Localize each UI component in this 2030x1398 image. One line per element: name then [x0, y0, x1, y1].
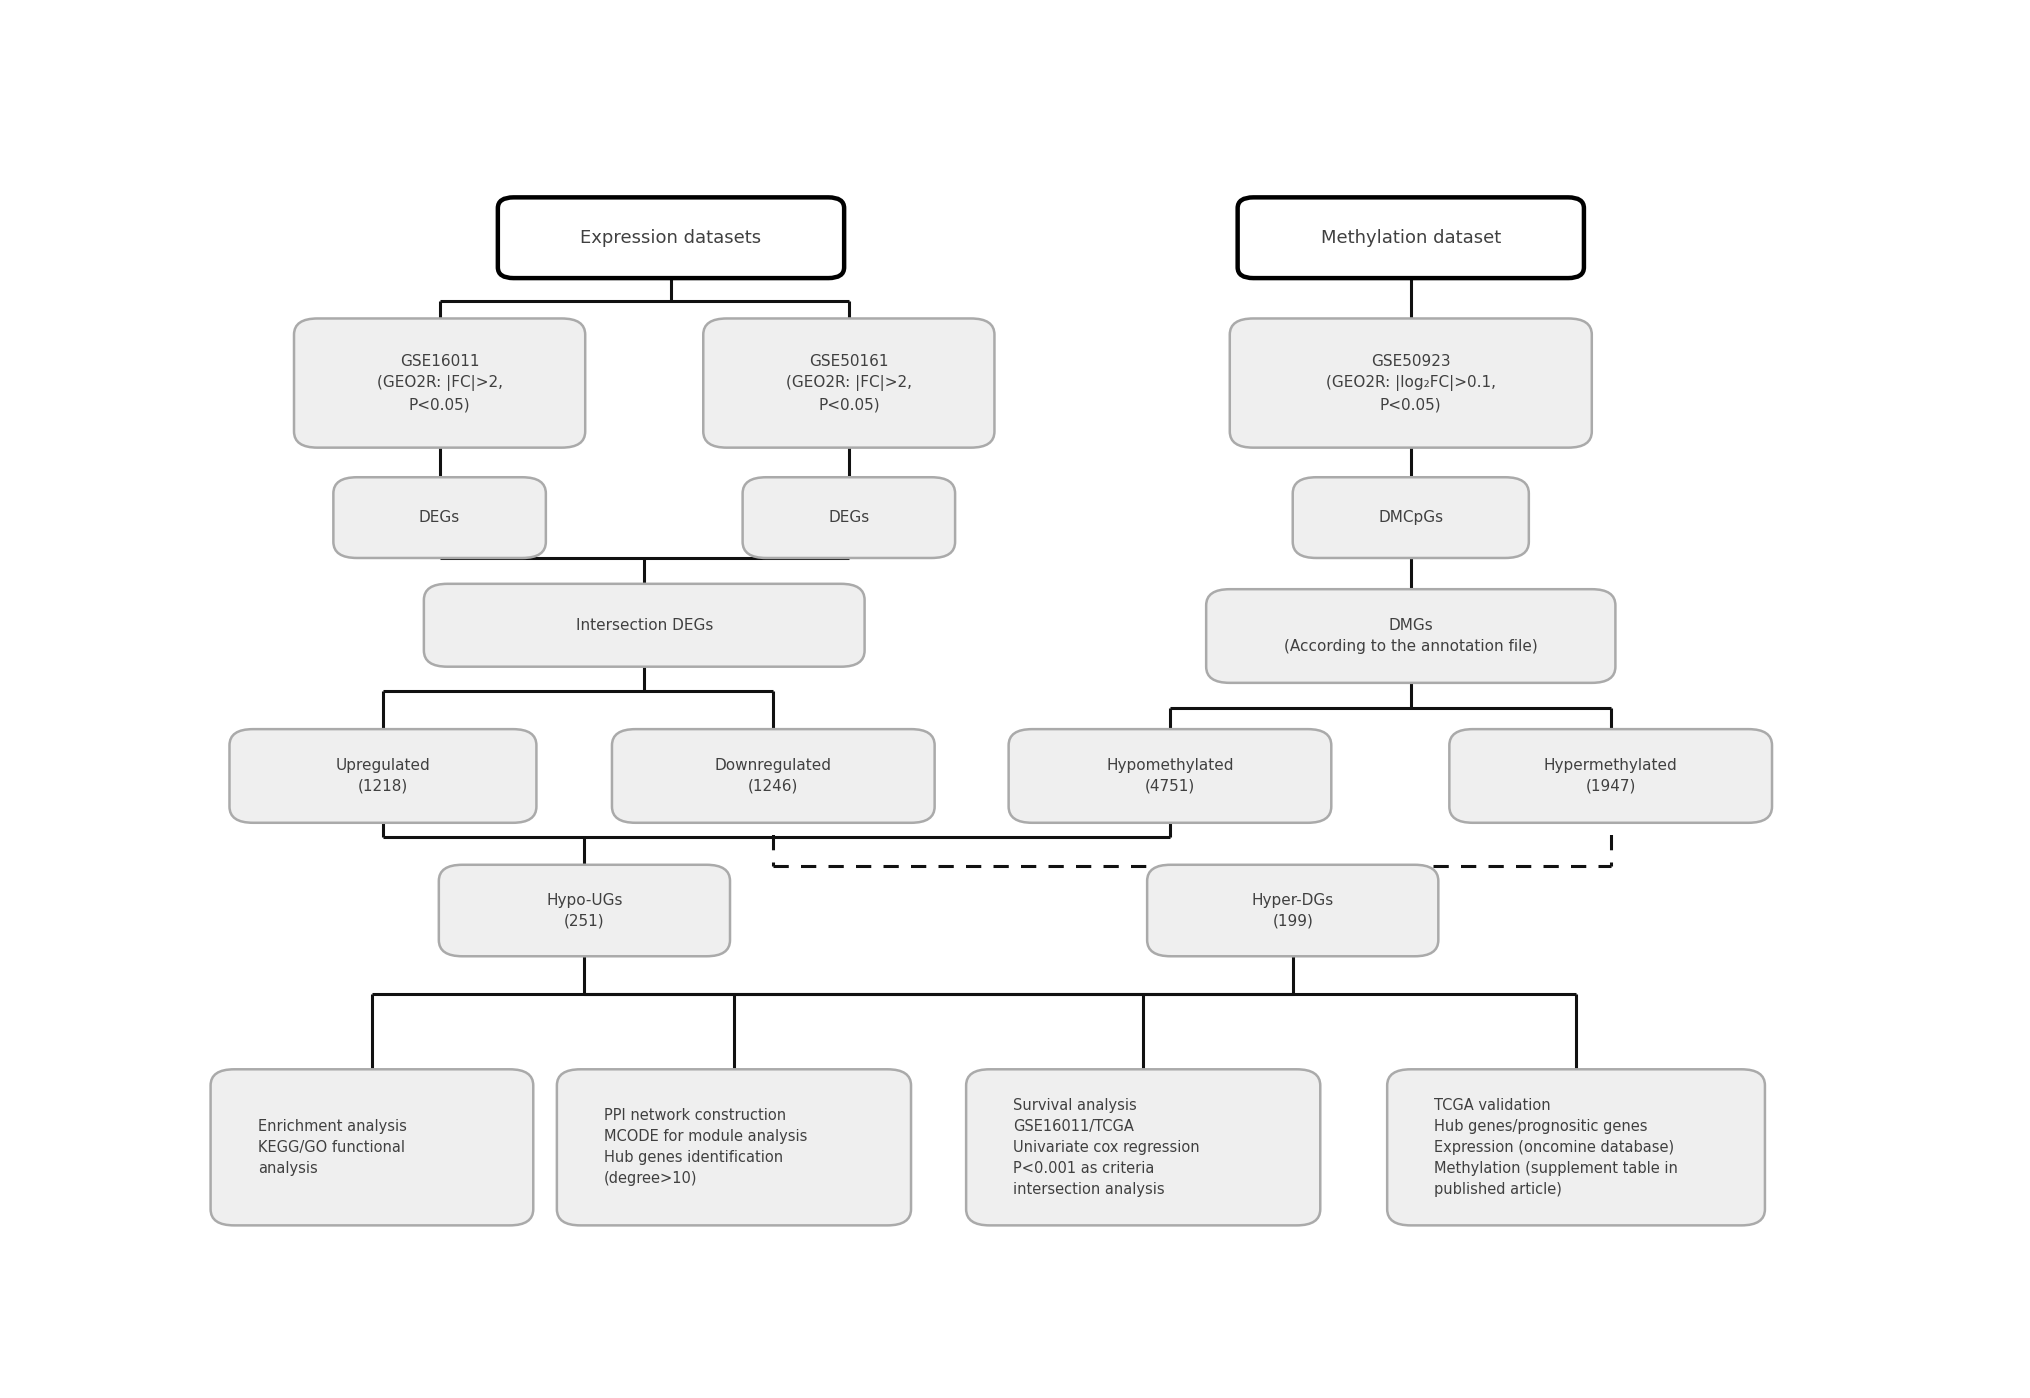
FancyBboxPatch shape — [211, 1069, 534, 1226]
Text: DMGs
(According to the annotation file): DMGs (According to the annotation file) — [1283, 618, 1537, 654]
Text: Hypo-UGs
(251): Hypo-UGs (251) — [546, 892, 623, 928]
FancyBboxPatch shape — [294, 319, 585, 447]
Text: Hyper-DGs
(199): Hyper-DGs (199) — [1250, 892, 1334, 928]
FancyBboxPatch shape — [1236, 197, 1583, 278]
FancyBboxPatch shape — [966, 1069, 1320, 1226]
FancyBboxPatch shape — [743, 477, 954, 558]
Text: Intersection DEGs: Intersection DEGs — [574, 618, 713, 633]
FancyBboxPatch shape — [1449, 730, 1770, 823]
FancyBboxPatch shape — [229, 730, 536, 823]
Text: Methylation dataset: Methylation dataset — [1320, 229, 1500, 246]
Text: Expression datasets: Expression datasets — [581, 229, 761, 246]
FancyBboxPatch shape — [497, 197, 844, 278]
FancyBboxPatch shape — [1386, 1069, 1764, 1226]
Text: Upregulated
(1218): Upregulated (1218) — [335, 758, 430, 794]
Text: PPI network construction
MCODE for module analysis
Hub genes identification
(deg: PPI network construction MCODE for modul… — [603, 1109, 808, 1187]
Text: DMCpGs: DMCpGs — [1378, 510, 1443, 526]
Text: Hypermethylated
(1947): Hypermethylated (1947) — [1543, 758, 1677, 794]
Text: GSE16011
(GEO2R: |FC|>2,
P<0.05): GSE16011 (GEO2R: |FC|>2, P<0.05) — [376, 354, 501, 412]
FancyBboxPatch shape — [611, 730, 934, 823]
Text: Downregulated
(1246): Downregulated (1246) — [715, 758, 832, 794]
FancyBboxPatch shape — [556, 1069, 911, 1226]
FancyBboxPatch shape — [1009, 730, 1330, 823]
FancyBboxPatch shape — [333, 477, 546, 558]
Text: GSE50161
(GEO2R: |FC|>2,
P<0.05): GSE50161 (GEO2R: |FC|>2, P<0.05) — [786, 354, 911, 412]
Text: TCGA validation
Hub genes/prognositic genes
Expression (oncomine database)
Methy: TCGA validation Hub genes/prognositic ge… — [1433, 1097, 1677, 1197]
FancyBboxPatch shape — [438, 865, 729, 956]
FancyBboxPatch shape — [702, 319, 995, 447]
Text: Survival analysis
GSE16011/TCGA
Univariate cox regression
P<0.001 as criteria
in: Survival analysis GSE16011/TCGA Univaria… — [1013, 1097, 1200, 1197]
Text: GSE50923
(GEO2R: |log₂FC|>0.1,
P<0.05): GSE50923 (GEO2R: |log₂FC|>0.1, P<0.05) — [1326, 354, 1494, 412]
Text: DEGs: DEGs — [418, 510, 461, 526]
FancyBboxPatch shape — [424, 584, 865, 667]
FancyBboxPatch shape — [1291, 477, 1529, 558]
Text: DEGs: DEGs — [828, 510, 869, 526]
Text: Enrichment analysis
KEGG/GO functional
analysis: Enrichment analysis KEGG/GO functional a… — [258, 1118, 406, 1176]
FancyBboxPatch shape — [1228, 319, 1592, 447]
FancyBboxPatch shape — [1206, 589, 1614, 682]
FancyBboxPatch shape — [1147, 865, 1437, 956]
Text: Hypomethylated
(4751): Hypomethylated (4751) — [1106, 758, 1232, 794]
